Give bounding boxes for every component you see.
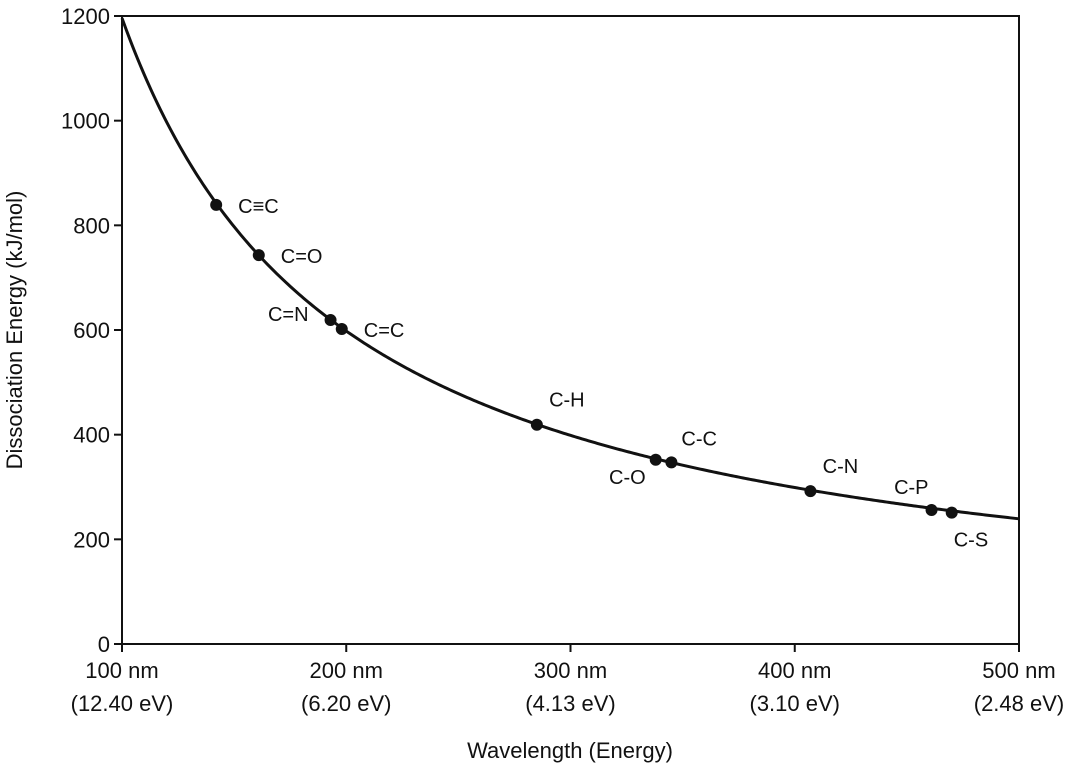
x-tick-label: 400 nm bbox=[758, 658, 831, 683]
bond-point bbox=[925, 504, 938, 517]
bond-points: C≡C C=O C=N C=C C-H C-O C-C C-N C-P C-S bbox=[210, 196, 988, 552]
y-tick-label: 600 bbox=[73, 318, 110, 343]
x-tick-label: 500 nm bbox=[982, 658, 1055, 683]
y-axis: 0 200 400 600 800 1000 1200 bbox=[61, 4, 122, 657]
bond-label: C-O bbox=[609, 467, 646, 489]
bond-point bbox=[530, 418, 543, 431]
bond-label: C≡C bbox=[238, 196, 279, 218]
dissociation-energy-curve bbox=[120, 17, 1020, 521]
bond-point bbox=[324, 314, 337, 327]
y-tick-label: 200 bbox=[73, 527, 110, 552]
bond-label: C-S bbox=[954, 530, 988, 552]
y-tick-label: 400 bbox=[73, 423, 110, 448]
x-tick-energy-label: (3.10 eV) bbox=[750, 691, 841, 716]
plot-frame bbox=[121, 15, 1020, 645]
bond-point bbox=[252, 249, 265, 262]
bond-label: C=C bbox=[364, 320, 405, 342]
y-axis-title: Dissociation Energy (kJ/mol) bbox=[2, 191, 27, 470]
bond-point bbox=[804, 485, 817, 498]
bond-point bbox=[210, 198, 223, 211]
x-tick-label: 300 nm bbox=[534, 658, 607, 683]
x-tick-energy-label: (4.13 eV) bbox=[525, 691, 616, 716]
x-tick-energy-label: (6.20 eV) bbox=[301, 691, 392, 716]
bond-label: C-H bbox=[549, 390, 585, 412]
x-axis: 100 nm (12.40 eV) 200 nm (6.20 eV) 300 nm (4.… bbox=[71, 644, 1065, 716]
bond-label: C-P bbox=[894, 477, 928, 499]
bond-label: C=N bbox=[268, 304, 309, 326]
bond-label: C-C bbox=[681, 428, 717, 450]
y-tick-label: 1200 bbox=[61, 4, 110, 29]
x-tick-label: 100 nm bbox=[85, 658, 158, 683]
bond-point bbox=[665, 456, 678, 469]
bond-point bbox=[945, 506, 958, 519]
x-tick-energy-label: (12.40 eV) bbox=[71, 691, 174, 716]
y-tick-label: 1000 bbox=[61, 109, 110, 134]
y-tick-label: 800 bbox=[73, 213, 110, 238]
bond-point bbox=[335, 322, 348, 335]
bond-label: C-N bbox=[823, 456, 859, 478]
y-tick-label: 0 bbox=[98, 632, 110, 657]
x-tick-label: 200 nm bbox=[310, 658, 383, 683]
x-tick-energy-label: (2.48 eV) bbox=[974, 691, 1065, 716]
x-axis-title: Wavelength (Energy) bbox=[467, 738, 673, 763]
bond-point bbox=[649, 453, 662, 466]
bond-label: C=O bbox=[281, 246, 323, 268]
